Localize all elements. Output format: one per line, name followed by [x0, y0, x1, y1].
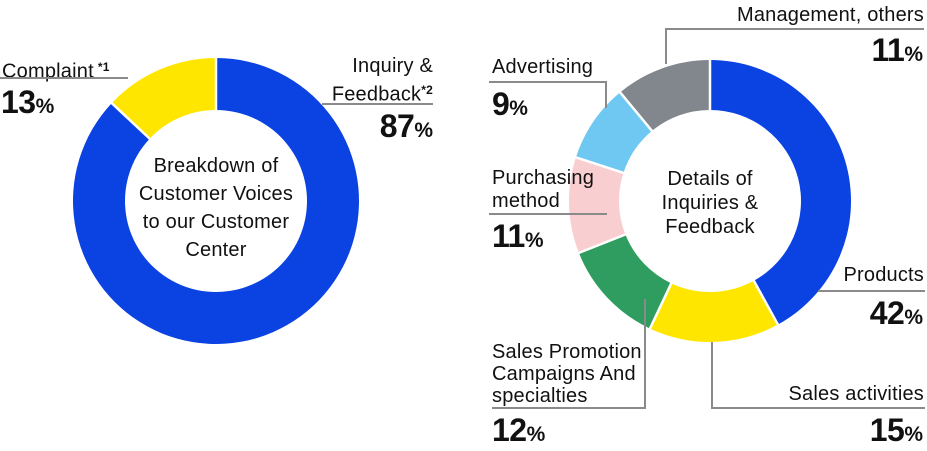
slice-separator [752, 279, 780, 327]
donut-slice-sales-activities [649, 280, 778, 342]
management-others-label: Management, others [736, 4, 924, 26]
products-label: Products [843, 264, 924, 286]
slice-separator [110, 101, 152, 141]
advertising-label: Advertising [492, 56, 594, 78]
sales-promotion-leader-line-vertical [644, 299, 646, 409]
complaint-value: 13% [1, 84, 55, 120]
sales-promotion-leader-line [492, 407, 646, 409]
sales-activities-label: Sales activities [788, 383, 924, 405]
sales-activities-leader-line [711, 407, 925, 409]
complaint-label: Complaint *1 [2, 60, 110, 83]
slice-separator [577, 232, 627, 255]
sales-promotion-value: 12% [492, 412, 546, 448]
sales-activities-leader-line-vertical [711, 342, 713, 409]
slice-separator [618, 90, 654, 133]
advertising-leader-line-vertical [605, 81, 607, 108]
donut-slice-complaint [111, 58, 216, 139]
donut-slice-management-others [620, 60, 710, 131]
complaint-leader-line [0, 77, 128, 79]
advertising-value: 9% [492, 86, 528, 122]
left-donut-center-title: Breakdown of Customer Voices to our Cust… [138, 155, 294, 261]
right-donut-center-title: Details of Inquiries & Feedback [661, 168, 759, 238]
donut-slice-advertising [575, 92, 652, 173]
donut-slice-products [710, 60, 851, 325]
purchasing-method-value: 11% [492, 218, 544, 254]
advertising-leader-line [489, 81, 607, 83]
products-leader-line [818, 290, 925, 292]
donut-slice-inquiry-feedback [72, 58, 360, 344]
sales-activities-value: 15% [869, 412, 923, 448]
sales-promotion-label: Sales Promotion Campaigns And specialtie… [492, 341, 642, 407]
slice-separator [648, 281, 673, 331]
inquiry-feedback-label: Inquiry & Feedback*2 [331, 55, 433, 106]
inquiry-feedback-value: 87% [379, 108, 433, 144]
donut-slice-purchasing-method [568, 157, 626, 253]
purchasing-method-label: Purchasing method [492, 167, 595, 212]
slice-separator [574, 155, 625, 175]
management-others-leader-line [665, 28, 924, 30]
donut-details-inquiries-feedback [568, 59, 851, 342]
products-value: 42% [869, 295, 923, 331]
donut-breakdown-customer-voices [72, 57, 360, 344]
management-others-value: 11% [871, 32, 923, 68]
inquiry-feedback-leader-line [322, 103, 433, 105]
management-others-leader-line-vertical [665, 28, 667, 64]
purchasing-method-leader-line [489, 213, 607, 215]
donut-slice-sales-promotion-campaigns-and-specialties [578, 234, 672, 329]
